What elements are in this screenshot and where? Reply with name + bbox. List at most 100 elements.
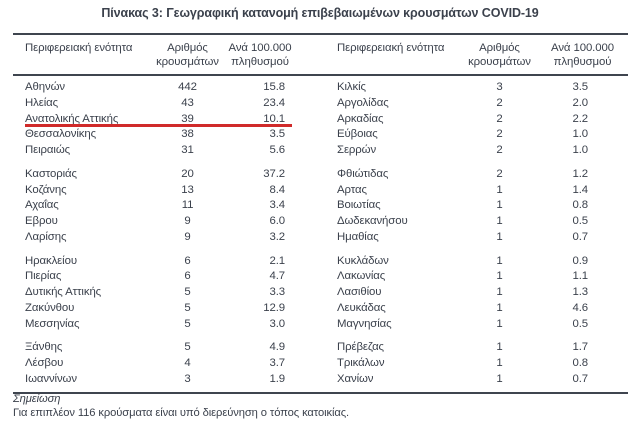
rate-per-100k: 12.9	[263, 301, 285, 314]
table-row: Δυτικής Αττικής 5 3.3 Λασιθίου 1 1.3	[13, 285, 628, 301]
table-row: Πειραιώς 31 5.6 Σερρών 2 1.0	[13, 143, 628, 159]
rate-per-100k: 4.9	[269, 341, 285, 354]
region-name: Αθηνών	[25, 81, 65, 93]
cases-count: 20	[181, 167, 194, 180]
rate-per-100k: 3.4	[269, 199, 285, 212]
region-name: Ημαθίας	[337, 230, 379, 243]
rate-per-100k: 8.4	[269, 183, 285, 196]
cases-count: 6	[184, 270, 191, 283]
region-name: Μεσσηνίας	[25, 317, 80, 330]
region-name: Αργολίδας	[337, 96, 389, 109]
region-name: Πρέβεζας	[337, 341, 384, 354]
cases-count: 1	[496, 183, 503, 196]
cases-count: 1	[496, 199, 503, 212]
cases-count: 39	[181, 112, 194, 125]
table-row: Ηλείας 43 23.4 Αργολίδας 2 2.0	[13, 96, 628, 112]
region-name: Σερρών	[337, 144, 377, 156]
cases-count: 2	[496, 128, 503, 141]
rate-per-100k: 1.9	[269, 372, 285, 385]
region-name: Λέσβου	[25, 357, 64, 369]
rate-per-100k: 3.2	[269, 230, 285, 243]
rate-per-100k: 0.7	[572, 230, 588, 243]
row-group: Καστοριάς 20 37.2 Φθιώτιδας 2 1.2 Κοζάνης 13 8.4…	[13, 167, 628, 246]
region-name: Αρτας	[337, 183, 367, 196]
table-row: Αχαΐας 11 3.4 Βοιωτίας 1 0.8	[13, 198, 628, 214]
region-name: Τρικάλων	[337, 357, 385, 369]
region-name: Θεσσαλονίκης	[25, 128, 96, 141]
region-name: Λακωνίας	[337, 270, 386, 283]
rate-per-100k: 1.0	[572, 128, 588, 141]
region-name: Ζακύνθου	[25, 301, 75, 314]
region-name: Αρκαδίας	[337, 112, 384, 125]
region-name: Εύβοιας	[337, 128, 378, 141]
region-name: Δωδεκανήσου	[337, 215, 408, 227]
region-name: Κοζάνης	[25, 183, 67, 196]
rate-per-100k: 3.0	[269, 317, 285, 330]
cases-count: 9	[184, 230, 191, 243]
region-name: Μαγνησίας	[337, 317, 392, 330]
rate-per-100k: 3.3	[269, 286, 285, 298]
cases-count: 2	[496, 112, 503, 125]
table-row: Θεσσαλονίκης 38 3.5 Εύβοιας 2 1.0	[13, 127, 628, 143]
cases-count: 2	[496, 96, 503, 109]
table-row: Ζακύνθου 5 12.9 Λευκάδας 1 4.6	[13, 301, 628, 317]
cases-count: 1	[496, 215, 503, 227]
table-row: Ξάνθης 5 4.9 Πρέβεζας 1 1.7	[13, 340, 628, 356]
region-name: Πειραιώς	[25, 144, 71, 156]
cases-count: 5	[184, 286, 191, 298]
table-header-row: Περιφερειακή ενότητα Αριθμός κρουσμάτων …	[13, 33, 628, 76]
region-name: Κιλκίς	[337, 81, 366, 93]
cases-count: 1	[496, 254, 503, 267]
table-row: Λαρίσης 9 3.2 Ημαθίας 1 0.7	[13, 230, 628, 246]
table-row: Λέσβου 4 3.7 Τρικάλων 1 0.8	[13, 356, 628, 372]
table-row: Πιερίας 6 4.7 Λακωνίας 1 1.1	[13, 269, 628, 285]
rate-per-100k: 0.5	[572, 317, 588, 330]
row-group: Ξάνθης 5 4.9 Πρέβεζας 1 1.7 Λέσβου 4 3.7 Τρικάλων…	[13, 340, 628, 387]
rate-per-100k: 37.2	[263, 167, 285, 180]
table-row: Κοζάνης 13 8.4 Αρτας 1 1.4	[13, 183, 628, 199]
region-name: Ανατολικής Αττικής	[25, 112, 119, 125]
cases-count: 3	[184, 372, 191, 385]
cases-count: 1	[496, 341, 503, 354]
row-group: Αθηνών 442 15.8 Κιλκίς 3 3.5 Ηλείας 43 23.4 Αργολ…	[13, 80, 628, 159]
rate-per-100k: 2.2	[572, 112, 588, 125]
table-row: Ανατολικής Αττικής 39 10.1 Αρκαδίας 2 2.2	[13, 112, 628, 128]
rate-per-100k: 3.5	[572, 81, 588, 93]
header-region-right: Περιφερειακή ενότητα	[337, 42, 445, 54]
region-name: Κυκλάδων	[337, 254, 389, 267]
rate-per-100k: 23.4	[263, 96, 285, 109]
cases-count: 4	[184, 357, 191, 369]
rate-per-100k: 1.4	[572, 183, 588, 196]
row-group: Ηρακλείου 6 2.1 Κυκλάδων 1 0.9 Πιερίας 6 4.7 Λακω…	[13, 254, 628, 333]
cases-count: 9	[184, 215, 191, 227]
cases-count: 43	[181, 96, 194, 109]
rate-per-100k: 15.8	[263, 81, 285, 93]
region-name: Φθιώτιδας	[337, 167, 389, 180]
rate-per-100k: 4.6	[572, 301, 588, 314]
region-name: Αχαΐας	[25, 199, 59, 212]
region-name: Δυτικής Αττικής	[25, 286, 102, 298]
cases-count: 1	[496, 372, 503, 385]
table-row: Καστοριάς 20 37.2 Φθιώτιδας 2 1.2	[13, 167, 628, 183]
region-name: Καστοριάς	[25, 167, 77, 180]
rate-per-100k: 1.1	[572, 270, 588, 283]
rate-per-100k: 0.8	[572, 199, 588, 212]
region-name: Ηρακλείου	[25, 254, 77, 267]
rate-per-100k: 1.7	[572, 341, 588, 354]
rate-per-100k: 2.0	[572, 96, 588, 109]
region-name: Λαρίσης	[25, 230, 67, 243]
region-name: Εβρου	[25, 215, 58, 227]
table-body: Αθηνών 442 15.8 Κιλκίς 3 3.5 Ηλείας 43 23.4 Αργολ…	[13, 76, 628, 394]
table-row: Αθηνών 442 15.8 Κιλκίς 3 3.5	[13, 80, 628, 96]
cases-count: 5	[184, 301, 191, 314]
cases-count: 1	[496, 301, 503, 314]
cases-count: 1	[496, 270, 503, 283]
region-name: Λευκάδας	[337, 301, 386, 314]
cases-count: 38	[181, 128, 194, 141]
highlight-underline	[25, 124, 292, 128]
cases-count: 1	[496, 317, 503, 330]
rate-per-100k: 1.3	[572, 286, 588, 298]
cases-count: 5	[184, 341, 191, 354]
cases-count: 11	[181, 199, 194, 212]
cases-count: 1	[496, 230, 503, 243]
